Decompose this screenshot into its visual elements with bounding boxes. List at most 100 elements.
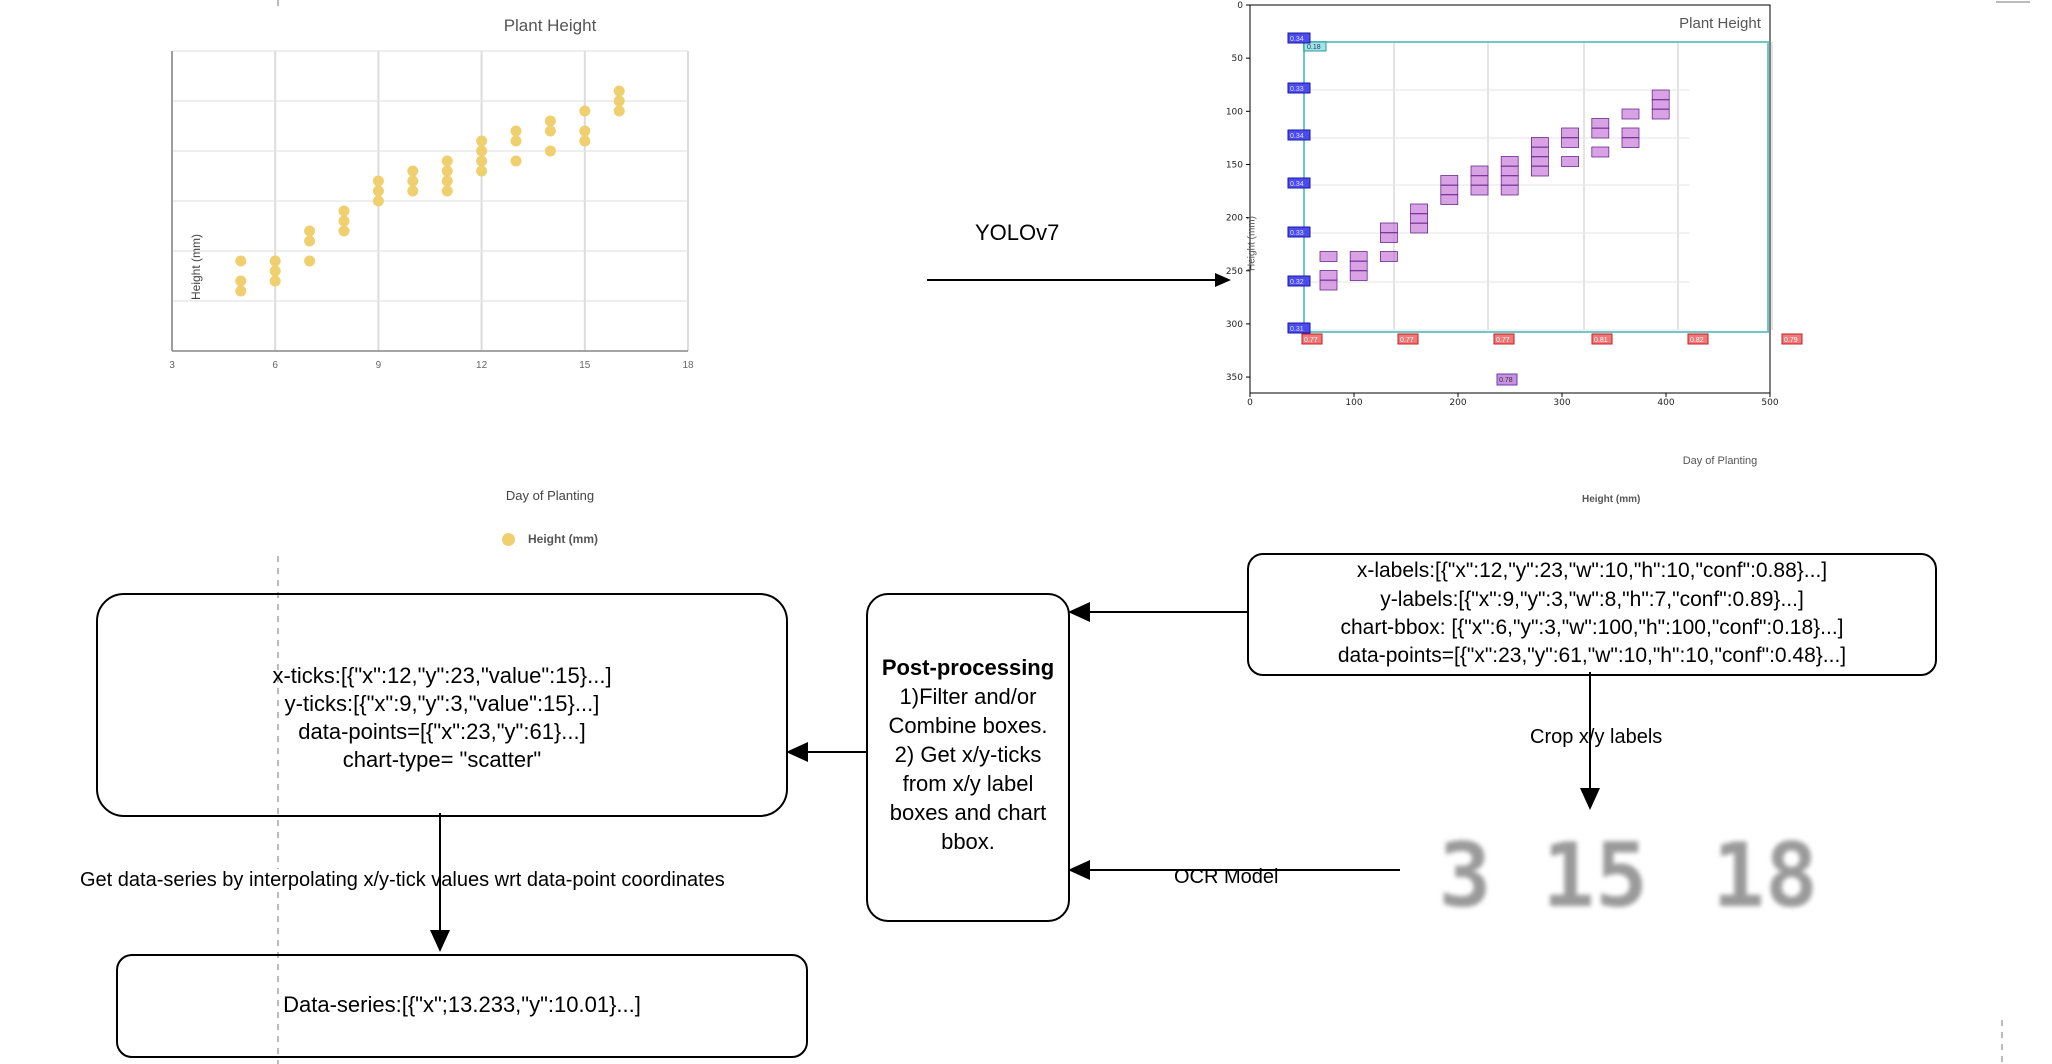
x-tick-label: 12 [476,360,488,371]
x-label-tag-text: 0.79 [1784,337,1798,344]
data-point-box [1621,127,1640,139]
detection-x-axis-label: Day of Planting [1682,455,1758,467]
data-point-box [1410,222,1429,234]
detections-line: chart-bbox: [{"x":6,"y":3,"w":100,"h":10… [1340,616,1844,639]
data-point [407,175,419,187]
chart-bbox-tag-text: 0.18 [1307,44,1321,51]
scatter-plot: 3691215185101520253035 [170,50,694,371]
detections-line: data-points=[{"x":23,"y":61,"w":10,"h":1… [1337,644,1847,667]
data-point [338,205,350,217]
data-point [476,145,488,157]
x-label-tag [1493,333,1515,345]
data-point-box [1530,137,1549,148]
y-label-tag [1287,129,1311,141]
yolo-label: YOLOv7 [975,220,1060,245]
data-point-box [1349,270,1368,281]
data-point-box [1651,99,1670,110]
data-point-box [1319,270,1338,281]
y-label-tag [1287,275,1311,287]
data-point-box [1591,127,1610,139]
x-label-tag [1591,333,1613,345]
ocr-label: OCR Model [1172,866,1281,889]
data-point-box [1500,175,1519,186]
detection-y-axis-label: Height (mm) [1246,216,1258,272]
data-point [304,235,316,247]
data-point [338,225,350,237]
axis-x-tick-label: 400 [1657,398,1674,408]
detection-chart-title: Plant Height [1679,15,1761,32]
axis-y-tick-label: 150 [1226,160,1243,170]
x-label-tag [1301,333,1323,345]
x-tick-label: 6 [272,360,278,371]
data-point [407,165,419,177]
data-point-box [1470,165,1489,177]
axis-y-tick-label: 200 [1226,214,1243,224]
ticks-box: x-ticks:[{"x":12,"y":23,"value":15}...] … [96,593,788,817]
data-point-box [1319,279,1338,291]
data-point [304,255,316,267]
data-point-box [1410,213,1429,224]
data-point-box [1591,118,1610,129]
post-processing-line: from x/y label [902,771,1034,796]
data-point [476,165,488,177]
data-point-box [1591,146,1610,158]
data-series-box: Data-series:[{"x";13.233,"y":10.01}...] [116,954,808,1058]
ticks-line: y-ticks:[{"x":9,"y":3,"value":15}...] [284,691,600,716]
data-point [441,175,453,187]
data-point-box [1349,251,1368,262]
axis-x-tick-label: 200 [1449,398,1466,408]
data-point [372,195,384,207]
data-point [372,185,384,197]
chart-bbox-tag [1303,41,1327,52]
axis-y-tick-label: 350 [1226,373,1243,383]
data-point-box [1530,146,1549,158]
data-point-box [1470,184,1489,196]
data-point [372,175,384,187]
x-label-tag [1687,333,1709,345]
data-point-box [1470,175,1489,186]
y-label-tag-text: 0.33 [1290,230,1304,237]
x-tick-label: 15 [579,360,591,371]
data-point [613,95,625,107]
legend-tag [1496,373,1518,386]
post-processing-line: Combine boxes. [888,713,1048,738]
data-point-box [1530,156,1549,167]
data-point-box [1561,137,1580,148]
data-point [441,155,453,167]
data-point [235,285,247,297]
y-label-tag-text: 0.34 [1290,133,1304,140]
post-processing-box: Post-processing 1)Filter and/or Combine … [866,593,1070,922]
data-point [544,145,556,157]
data-point [510,135,522,147]
x-axis-label: Day of Planting [505,488,595,503]
axis-y-tick-label: 50 [1232,54,1244,64]
source-chart: Plant Height 3691215185101520253035 Day … [170,10,930,555]
y-label-tag-text: 0.33 [1290,86,1304,93]
data-point-box [1379,232,1398,243]
y-label-tag-text: 0.34 [1290,181,1304,188]
data-point-box [1379,222,1398,234]
detection-plot: 0 100 200 300 400 500 0 50 100 150 200 250 300 350 0.1… [1226,1,1803,408]
detection-legend-text: Height (mm) [1582,494,1641,505]
data-point [579,125,591,137]
data-point [407,185,419,197]
y-label-tag [1287,82,1311,94]
data-point-box [1500,156,1519,167]
axes-frame [1249,4,1771,394]
data-point [269,255,281,267]
axis-y-tick-label: 0 [1237,1,1243,11]
ticks-line: x-ticks:[{"x":12,"y":23,"value":15}...] [272,663,612,688]
x-label-tag [1397,333,1419,345]
post-processing-line: 1)Filter and/or [899,684,1037,709]
post-processing-line: 2) Get x/y-ticks [894,742,1042,767]
data-series-text: Data-series:[{"x";13.233,"y":10.01}...] [283,992,641,1017]
ocr-crop-image: 3 [1410,820,1520,930]
crop-label: Crop x/y labels [1530,726,1663,749]
data-point [510,155,522,167]
axis-y-tick-label: 300 [1226,320,1243,330]
data-point [579,105,591,117]
legend-marker-icon [502,533,515,546]
y-label-tag-text: 0.32 [1290,279,1304,286]
data-point [269,265,281,277]
y-label-tag [1287,177,1311,189]
